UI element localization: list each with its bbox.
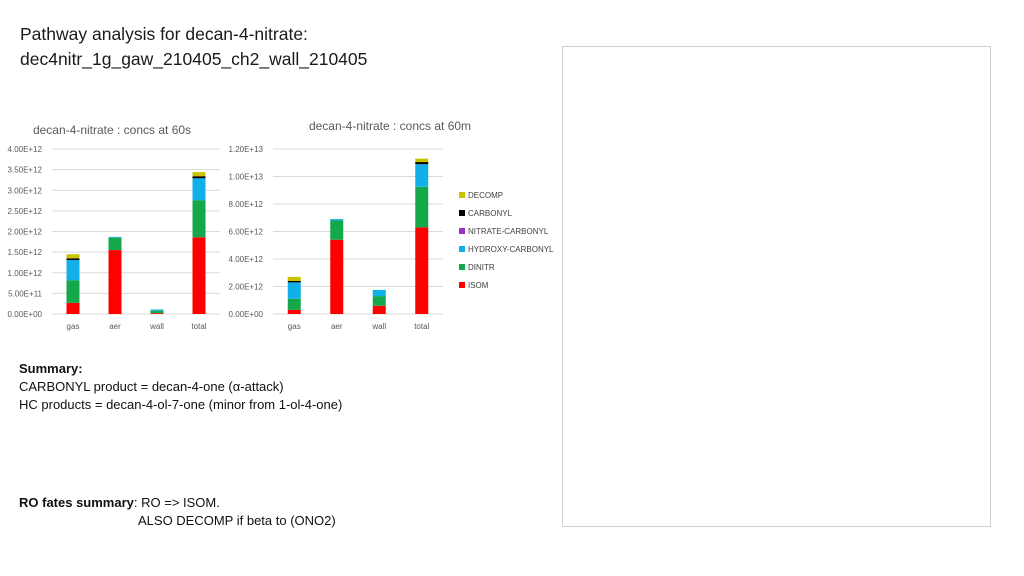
summary-heading: Summary: [19,361,83,376]
legend-item-dinitr: DINITR [459,258,554,276]
bar-isom-wall [150,313,164,314]
legend-label-carbonyl: CARBONYL [468,208,513,218]
ro-fates-line-2: ALSO DECOMP if beta to (ONO2) [138,513,336,528]
bar-dinitr-gas [66,280,80,303]
bar-isom-total [415,227,429,314]
bar-isom-aer [330,239,344,314]
y-tick-label: 1.00E+12 [8,269,43,278]
bar-hydroxy-carbonyl-gas [287,282,301,299]
x-tick-label: total [414,322,429,331]
bar-decomp-gas [66,254,80,259]
y-tick-label: 0.00E+00 [229,310,264,319]
summary-line-2: HC products = decan-4-ol-7-one (minor fr… [19,397,343,412]
bar-hydroxy-carbonyl-total [415,164,429,187]
chart-title: decan-4-nitrate : concs at 60m [309,119,471,133]
bar-carbonyl-total [192,176,206,179]
legend-label-nitrate-carbonyl: NITRATE-CARBONYL [468,226,549,236]
legend-item-hydroxy-carbonyl: HYDROXY-CARBONYL [459,240,554,258]
bar-dinitr-aer [330,220,344,240]
bar-dinitr-aer [108,237,122,251]
title-line-1: Pathway analysis for decan-4-nitrate: [20,24,308,44]
legend-item-decomp: DECOMP [459,186,554,204]
legend-swatch-carbonyl [459,210,465,216]
legend-label-decomp: DECOMP [468,190,504,200]
y-tick-label: 3.00E+12 [8,186,43,195]
legend-swatch-nitrate-carbonyl [459,228,465,234]
y-tick-label: 0.00E+00 [8,310,43,319]
y-tick-label: 1.20E+13 [229,145,264,154]
x-tick-label: aer [331,322,343,331]
ro-fates-label: RO fates summary [19,495,134,510]
bar-decomp-total [415,158,429,163]
y-tick-label: 4.00E+12 [229,255,264,264]
ro-fates-line-1: : RO => ISOM. [133,495,220,510]
bar-carbonyl-total [415,162,429,165]
y-tick-label: 5.00E+11 [8,289,42,298]
bar-decomp-gas [287,276,301,281]
y-tick-label: 1.00E+13 [229,173,264,182]
chart-title: decan-4-nitrate : concs at 60s [33,123,191,137]
bar-isom-wall [372,305,386,314]
bar-decomp-total [192,172,206,177]
x-tick-label: wall [371,322,386,331]
bar-isom-gas [287,309,301,314]
bar-dinitr-gas [287,298,301,310]
bar-dinitr-total [415,186,429,228]
ro-fates-block: RO fates summary: RO => ISOM. ALSO DECOM… [19,494,336,530]
legend-label-isom: ISOM [468,280,489,290]
legend-swatch-hydroxy-carbonyl [459,246,465,252]
summary-line-1: CARBONYL product = decan-4-one (α-attack… [19,379,284,394]
y-tick-label: 8.00E+12 [229,200,264,209]
legend-item-isom: ISOM [459,276,554,294]
x-tick-label: total [191,322,206,331]
legend-item-carbonyl: CARBONYL [459,204,554,222]
bar-dinitr-total [192,200,206,238]
chart-concs-60s: decan-4-nitrate : concs at 60s 0.00E+00 5.… [8,123,220,331]
bar-carbonyl-gas [66,258,80,260]
bar-dinitr-wall [150,310,164,314]
y-tick-label: 1.50E+12 [8,248,43,257]
summary-block: Summary: CARBONYL product = decan-4-one … [19,360,342,414]
bar-hydroxy-carbonyl-wall [372,289,386,297]
y-tick-label: 3.50E+12 [8,166,43,175]
legend-swatch-isom [459,282,465,288]
y-tick-label: 2.00E+12 [229,283,264,292]
legend-label-dinitr: DINITR [468,262,495,272]
y-tick-label: 6.00E+12 [229,228,264,237]
x-tick-label: wall [149,322,164,331]
bar-hydroxy-carbonyl-gas [66,259,80,281]
y-tick-label: 2.50E+12 [8,207,43,216]
bar-hydroxy-carbonyl-total [192,178,206,201]
bar-isom-aer [108,250,122,314]
legend-label-hydroxy-carbonyl: HYDROXY-CARBONYL [468,244,554,254]
title-line-2: dec4nitr_1g_gaw_210405_ch2_wall_210405 [20,49,368,69]
bar-hydroxy-carbonyl-wall [150,309,164,311]
structure-image-panel [562,46,991,527]
y-tick-label: 4.00E+12 [8,145,43,154]
legend-item-nitrate-carbonyl: NITRATE-CARBONYL [459,222,554,240]
chart-legend: DECOMP CARBONYL NITRATE-CARBONYL HYDROXY… [459,186,554,294]
bar-isom-gas [66,302,80,314]
legend-swatch-decomp [459,192,465,198]
bar-dinitr-wall [372,296,386,306]
x-tick-label: aer [109,322,121,331]
x-tick-label: gas [288,322,301,331]
bar-hydroxy-carbonyl-aer [330,219,344,221]
chart-concs-60m: decan-4-nitrate : concs at 60m 0.00E+00 2.… [229,119,472,331]
y-tick-label: 2.00E+12 [8,228,43,237]
x-tick-label: gas [67,322,80,331]
bar-hydroxy-carbonyl-aer [108,236,122,238]
bar-carbonyl-gas [287,281,301,283]
bar-isom-total [192,237,206,314]
slide-title: Pathway analysis for decan-4-nitrate: de… [20,22,367,72]
legend-swatch-dinitr [459,264,465,270]
